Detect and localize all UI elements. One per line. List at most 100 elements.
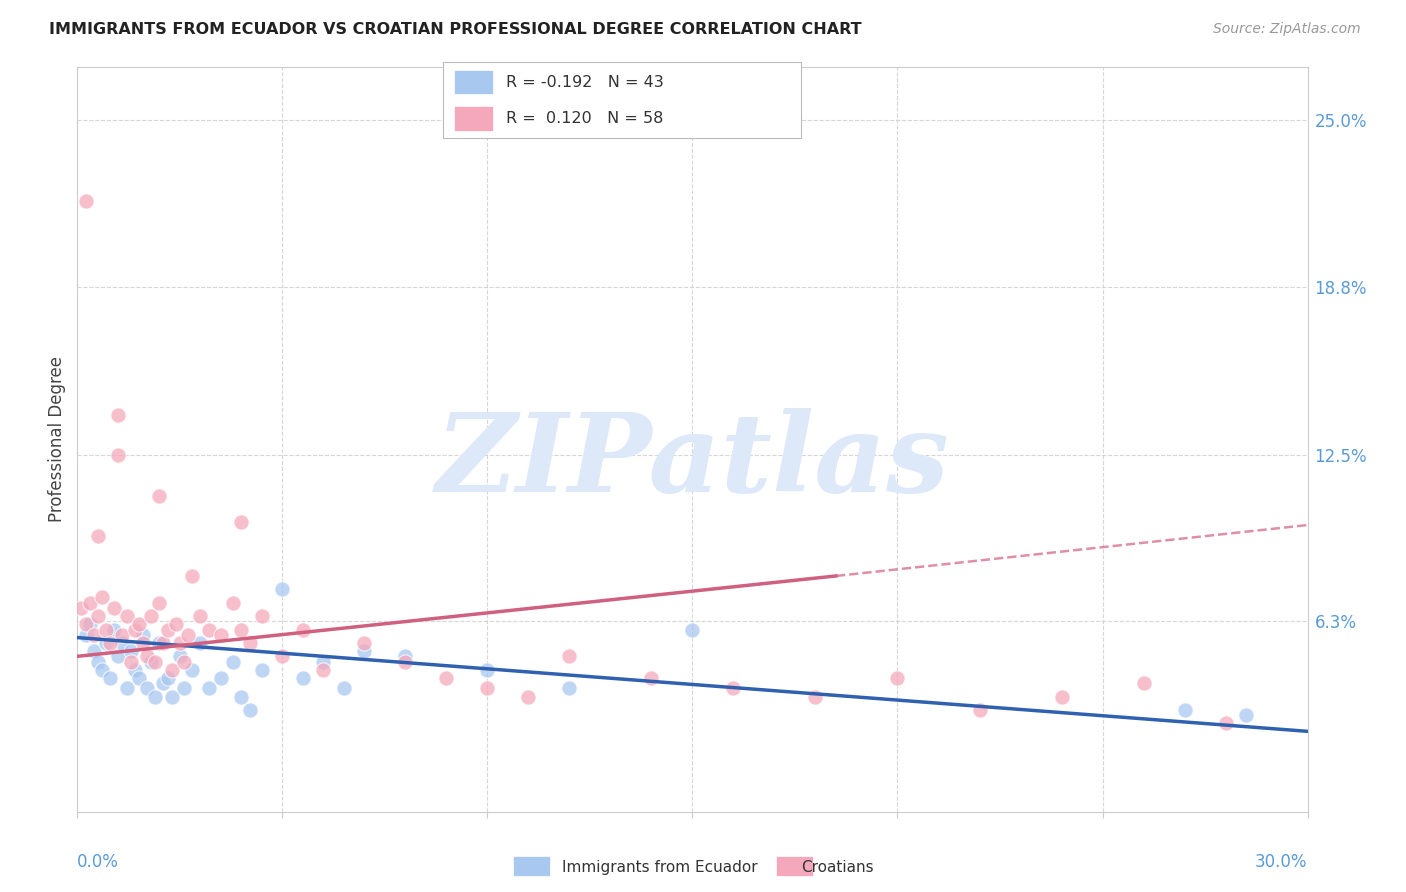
Point	[477, 663, 499, 677]
Point	[291, 623, 314, 637]
Point	[271, 582, 294, 597]
Text: ZIPatlas: ZIPatlas	[436, 408, 949, 516]
Point	[291, 671, 314, 685]
Point	[250, 663, 273, 677]
Text: 0.0%: 0.0%	[77, 853, 120, 871]
Point	[160, 663, 183, 677]
Point	[120, 644, 142, 658]
Text: R =  0.120   N = 58: R = 0.120 N = 58	[506, 111, 664, 126]
Point	[132, 628, 155, 642]
Text: R = -0.192   N = 43: R = -0.192 N = 43	[506, 75, 664, 90]
Y-axis label: Professional Degree: Professional Degree	[48, 356, 66, 523]
Point	[1132, 676, 1154, 690]
Point	[231, 690, 253, 704]
Point	[98, 636, 121, 650]
Text: Immigrants from Ecuador: Immigrants from Ecuador	[562, 860, 758, 874]
Point	[143, 655, 166, 669]
Point	[436, 671, 458, 685]
Point	[353, 644, 375, 658]
Text: IMMIGRANTS FROM ECUADOR VS CROATIAN PROFESSIONAL DEGREE CORRELATION CHART: IMMIGRANTS FROM ECUADOR VS CROATIAN PROF…	[49, 22, 862, 37]
Point	[1174, 703, 1197, 717]
Point	[197, 681, 219, 696]
Text: 30.0%: 30.0%	[1256, 853, 1308, 871]
Point	[136, 681, 159, 696]
Point	[128, 617, 150, 632]
Point	[209, 671, 232, 685]
Point	[640, 671, 662, 685]
Point	[969, 703, 991, 717]
Point	[103, 601, 125, 615]
Point	[222, 596, 245, 610]
Point	[148, 636, 170, 650]
Point	[177, 628, 200, 642]
Point	[94, 636, 117, 650]
Point	[188, 636, 212, 650]
Point	[181, 569, 204, 583]
Point	[98, 671, 121, 685]
Point	[107, 649, 129, 664]
Point	[143, 690, 166, 704]
Point	[222, 655, 245, 669]
Point	[152, 636, 174, 650]
Point	[312, 655, 335, 669]
Point	[804, 690, 827, 704]
Point	[160, 690, 183, 704]
Point	[83, 644, 105, 658]
Point	[333, 681, 356, 696]
Point	[517, 690, 540, 704]
Point	[111, 636, 134, 650]
Point	[124, 623, 146, 637]
Point	[156, 623, 179, 637]
Text: Source: ZipAtlas.com: Source: ZipAtlas.com	[1213, 22, 1361, 37]
Point	[107, 408, 129, 422]
Point	[239, 636, 262, 650]
Point	[156, 671, 179, 685]
Point	[1050, 690, 1073, 704]
Point	[394, 649, 416, 664]
Point	[75, 628, 97, 642]
Point	[558, 649, 581, 664]
Point	[115, 681, 138, 696]
Point	[188, 609, 212, 624]
Point	[394, 655, 416, 669]
Point	[197, 623, 219, 637]
Text: Croatians: Croatians	[801, 860, 875, 874]
Point	[148, 596, 170, 610]
Point	[79, 596, 101, 610]
Point	[1215, 716, 1237, 731]
Point	[75, 194, 97, 208]
Point	[75, 617, 97, 632]
Point	[87, 655, 110, 669]
Point	[477, 681, 499, 696]
Point	[353, 636, 375, 650]
Point	[103, 623, 125, 637]
Point	[173, 655, 195, 669]
Point	[181, 663, 204, 677]
Point	[141, 655, 163, 669]
Point	[271, 649, 294, 664]
Point	[173, 681, 195, 696]
Point	[94, 623, 117, 637]
Point	[107, 449, 129, 463]
Point	[1234, 708, 1257, 723]
FancyBboxPatch shape	[454, 70, 494, 95]
Point	[886, 671, 908, 685]
Point	[148, 489, 170, 503]
Point	[83, 628, 105, 642]
FancyBboxPatch shape	[454, 106, 494, 130]
Point	[90, 591, 114, 605]
Point	[165, 617, 187, 632]
Point	[152, 676, 174, 690]
Point	[79, 617, 101, 632]
Point	[169, 636, 191, 650]
Point	[169, 649, 191, 664]
Point	[124, 663, 146, 677]
Point	[111, 628, 134, 642]
Point	[90, 663, 114, 677]
Point	[132, 636, 155, 650]
Point	[87, 609, 110, 624]
Point	[141, 609, 163, 624]
Point	[239, 703, 262, 717]
Point	[723, 681, 745, 696]
Point	[558, 681, 581, 696]
